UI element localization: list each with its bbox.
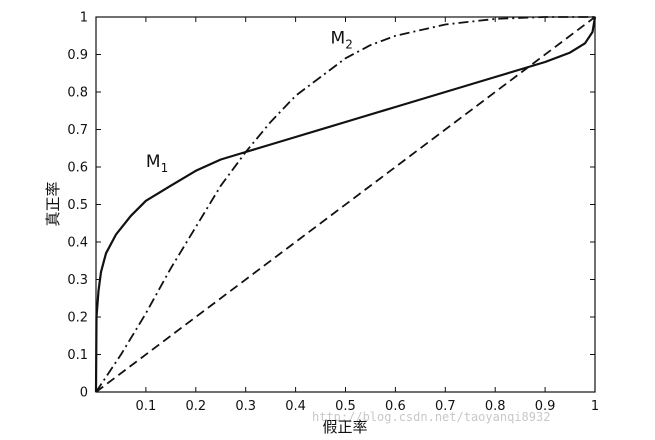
- curves: [94, 16, 597, 393]
- series-line-random: [95, 16, 596, 393]
- x-tick-label: 0.5: [335, 399, 356, 414]
- series-label-m1: M1: [146, 152, 168, 175]
- watermark: http://blog.csdn.net/taoyanqi8932: [312, 410, 550, 424]
- y-tick-label: 0.7: [67, 123, 88, 138]
- y-tick-label: 0.9: [67, 48, 88, 63]
- x-tick-label: 0.4: [285, 399, 306, 414]
- series-line-m2: [95, 16, 595, 393]
- y-tick-label: 0.4: [67, 236, 88, 251]
- x-tick-label: 1: [591, 399, 599, 414]
- y-tick-label: 0: [80, 386, 88, 401]
- y-tick-label: 0.2: [67, 311, 88, 326]
- y-tick-label: 0.5: [67, 198, 88, 213]
- y-tick-label: 0.6: [67, 161, 88, 176]
- x-tick-label: 0.3: [235, 399, 256, 414]
- y-tick-label: 0.1: [67, 348, 88, 363]
- series-line-m1: [94, 16, 597, 393]
- x-tick-label: 0.7: [435, 399, 456, 414]
- y-axis-title: 真正率: [44, 181, 62, 226]
- x-tick-label: 0.9: [535, 399, 556, 414]
- y-tick-label: 1: [80, 11, 88, 26]
- y-tick-label: 0.8: [67, 86, 88, 101]
- y-tick-label: 0.3: [67, 273, 88, 288]
- ticks: 0.1 0.2 0.3 0.4 0.5 0.6 0.7 0.8 0.9 1 0 0.1 0.2 0.3 0.…: [67, 11, 599, 415]
- x-tick-label: 0.6: [385, 399, 406, 414]
- x-tick-label: 0.2: [185, 399, 206, 414]
- x-tick-label: 0.1: [136, 399, 157, 414]
- curve-labels: M1 M2: [146, 28, 353, 175]
- series-label-m2: M2: [331, 28, 353, 51]
- x-tick-label: 0.8: [485, 399, 506, 414]
- x-axis-title: 假正率: [322, 418, 367, 436]
